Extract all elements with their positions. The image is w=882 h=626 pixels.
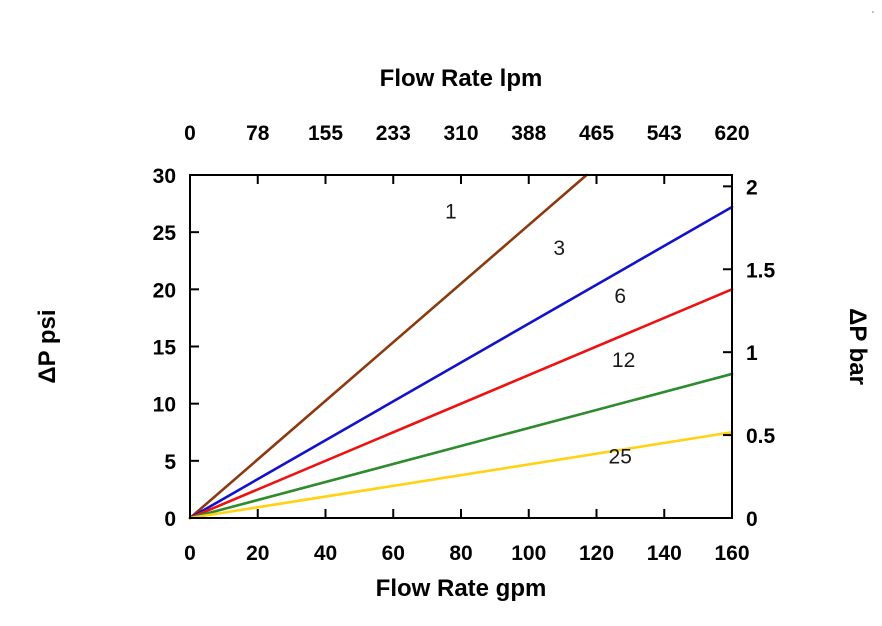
x-axis-tick-label: 80 <box>449 542 472 565</box>
right-axis-tick-label: 0 <box>746 508 758 531</box>
y-axis-tick-label: 25 <box>153 222 177 245</box>
bottom-axis-title: Flow Rate gpm <box>376 575 547 602</box>
series-label-6: 6 <box>614 285 626 308</box>
top-axis-tick-label: 310 <box>443 122 478 145</box>
plot-frame <box>189 174 733 519</box>
right-axis-tick-label: 2 <box>746 176 758 199</box>
y-axis-tick-label: 10 <box>153 394 176 417</box>
series-label-1: 1 <box>445 201 457 224</box>
top-axis-tick-label: 543 <box>647 122 682 145</box>
y-axis-tick-label: 5 <box>164 451 176 474</box>
y-axis-tick-label: 15 <box>153 337 177 360</box>
top-axis-tick-label: 233 <box>376 122 411 145</box>
y-axis-tick-label: 20 <box>153 279 176 302</box>
series-line-3 <box>188 205 734 520</box>
right-axis-tick-label: 1 <box>746 342 758 365</box>
right-axis-tick-label: 0.5 <box>746 425 776 448</box>
x-axis-tick-label: 120 <box>579 542 614 565</box>
x-axis-tick-label: 40 <box>314 542 337 565</box>
top-axis-title: Flow Rate lpm <box>380 65 543 92</box>
x-axis-tick-label: 60 <box>382 542 405 565</box>
series-label-3: 3 <box>553 237 565 260</box>
series-line-25 <box>188 430 734 520</box>
series-line-12 <box>188 372 734 520</box>
series-line-6 <box>188 288 734 520</box>
top-axis-tick-label: 155 <box>308 122 343 145</box>
x-axis-tick-label: 100 <box>511 542 546 565</box>
x-axis-tick-label: 0 <box>184 542 196 565</box>
x-axis-tick-label: 20 <box>246 542 269 565</box>
x-axis-tick-label: 140 <box>647 542 682 565</box>
left-axis-title: ΔP psi <box>34 309 61 383</box>
top-axis-tick-label: 0 <box>184 122 196 145</box>
y-axis-tick-label: 0 <box>164 508 176 531</box>
right-axis-title: ΔP bar <box>844 308 871 385</box>
top-axis-tick-label: 465 <box>579 122 614 145</box>
x-axis-tick-label: 160 <box>714 542 749 565</box>
top-axis-tick-label: 620 <box>714 122 749 145</box>
top-axis-tick-label: 388 <box>511 122 546 145</box>
series-label-12: 12 <box>612 349 635 372</box>
right-axis-tick-label: 1.5 <box>746 259 776 282</box>
y-axis-tick-label: 30 <box>153 165 176 188</box>
corner-artifact: ' <box>872 10 874 21</box>
top-axis-tick-label: 78 <box>246 122 270 145</box>
series-label-25: 25 <box>609 445 632 468</box>
series-line-1 <box>188 173 588 520</box>
